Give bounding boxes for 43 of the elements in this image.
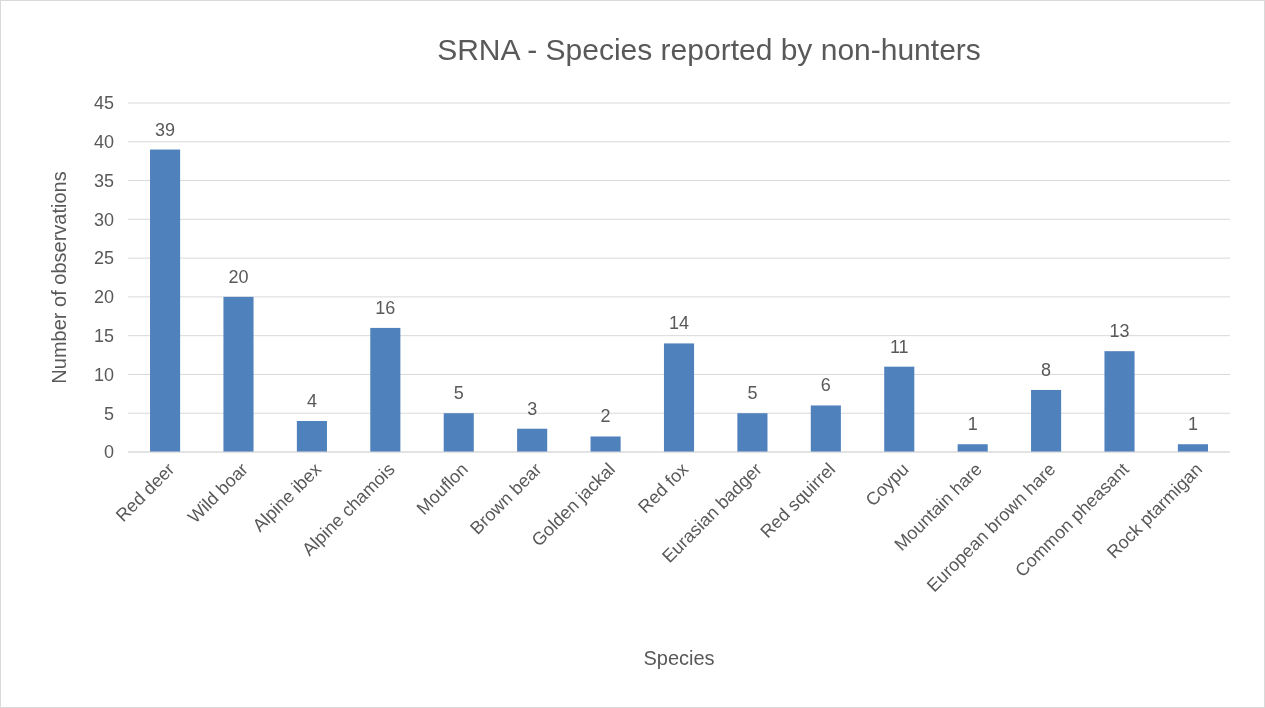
data-label: 8 [1041, 359, 1052, 380]
x-axis-title: Species [643, 647, 715, 669]
y-axis-title: Number of observations [48, 171, 70, 384]
y-tick-label: 0 [103, 442, 114, 463]
data-label: 5 [453, 383, 464, 404]
data-label: 4 [306, 390, 317, 411]
bar [1031, 389, 1062, 452]
data-label: 39 [155, 119, 176, 140]
bar [370, 327, 401, 452]
data-label: 3 [527, 398, 538, 419]
data-label: 1 [1187, 414, 1198, 435]
y-tick-label: 30 [93, 209, 114, 230]
y-tick-label: 35 [93, 170, 114, 191]
bar [810, 405, 841, 452]
data-label: 20 [228, 266, 249, 287]
data-label: 14 [668, 313, 690, 334]
bar [517, 428, 548, 452]
bar [663, 343, 695, 452]
y-tick-label: 40 [93, 132, 114, 153]
bar [223, 296, 254, 452]
bar [1177, 444, 1208, 452]
bar [1104, 351, 1135, 452]
bar [737, 413, 768, 452]
bar [884, 366, 915, 452]
data-label: 11 [889, 336, 909, 357]
y-tick-label: 15 [93, 325, 114, 346]
bar [150, 149, 181, 452]
data-label: 6 [820, 375, 831, 396]
bar [957, 444, 988, 452]
y-tick-label: 5 [103, 403, 114, 424]
data-label: 16 [375, 297, 396, 318]
y-tick-label: 25 [93, 248, 114, 269]
data-label: 2 [600, 406, 611, 427]
bar [296, 420, 327, 452]
chart-title: SRNA - Species reported by non-hunters [437, 33, 981, 66]
data-label: 13 [1109, 321, 1130, 342]
y-tick-label: 45 [93, 93, 114, 114]
data-label: 5 [747, 383, 758, 404]
bar [590, 436, 621, 452]
data-label: 1 [967, 414, 978, 435]
bar [443, 413, 474, 452]
y-tick-label: 20 [93, 287, 114, 308]
y-tick-label: 10 [93, 364, 114, 385]
